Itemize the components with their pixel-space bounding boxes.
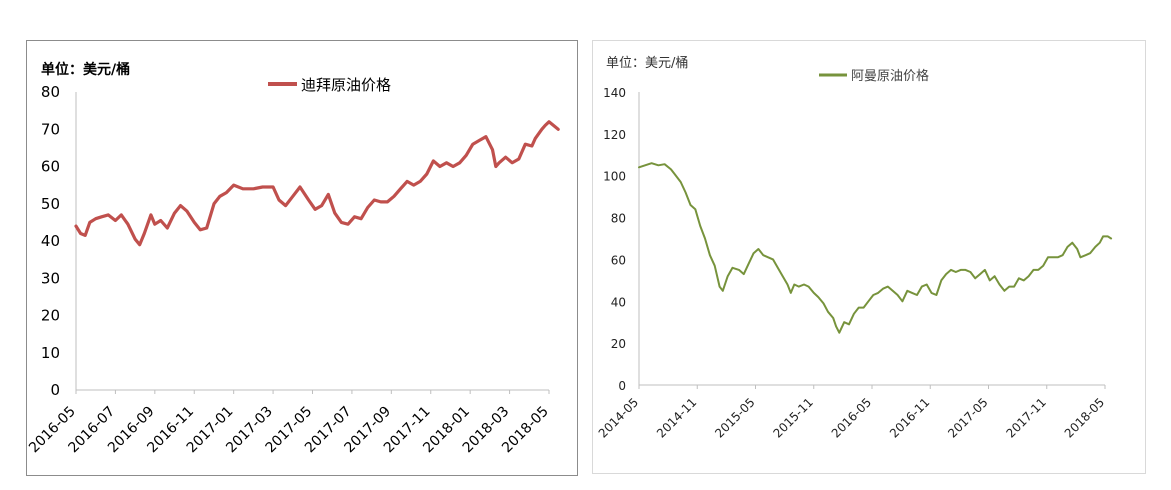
y-tick-label: 60 bbox=[611, 253, 626, 267]
series-line bbox=[638, 162, 1113, 334]
series-line bbox=[74, 120, 560, 247]
x-tick-label: 2015-05 bbox=[712, 395, 757, 440]
y-tick-label: 40 bbox=[611, 295, 626, 309]
y-tick-label: 30 bbox=[41, 269, 60, 287]
y-tick-label: 80 bbox=[611, 212, 626, 226]
chart-dubai-svg: 单位：美元/桶 迪拜原油价格 0 10 20 30 40 50 60 70 80 2016-05… bbox=[26, 61, 560, 456]
x-tick-label: 2015-11 bbox=[771, 395, 816, 440]
unit-label: 单位：美元/桶 bbox=[41, 61, 130, 78]
x-tick-label: 2016-11 bbox=[887, 395, 932, 440]
y-tick-label: 100 bbox=[603, 170, 626, 184]
unit-label: 单位：美元/桶 bbox=[606, 56, 688, 71]
y-tick-label: 60 bbox=[41, 158, 60, 176]
x-tick-label: 2014-05 bbox=[596, 395, 641, 440]
x-tick-label: 2017-11 bbox=[1004, 395, 1049, 440]
series bbox=[638, 162, 1113, 334]
legend: 迪拜原油价格 bbox=[268, 76, 391, 94]
y-tick-label: 10 bbox=[41, 344, 60, 362]
axes bbox=[75, 92, 549, 391]
legend-label: 阿曼原油价格 bbox=[851, 68, 929, 84]
x-axis-ticks: 2016-052016-072016-092016-112017-012017-… bbox=[26, 390, 552, 456]
y-tick-label: 40 bbox=[41, 232, 60, 250]
y-tick-label: 120 bbox=[603, 128, 626, 142]
series bbox=[74, 120, 560, 247]
chart-oman-svg: 单位：美元/桶 阿曼原油价格 0 20 40 60 80 100 120 140 2014-0… bbox=[596, 56, 1113, 441]
y-tick-label: 0 bbox=[618, 379, 626, 393]
chart-dubai-crude: 单位：美元/桶 迪拜原油价格 0 10 20 30 40 50 60 70 80 2016-05… bbox=[26, 40, 578, 476]
x-tick-label: 2016-05 bbox=[829, 395, 874, 440]
x-axis-ticks: 2014-05 2014-11 2015-05 2015-11 2016-05 2016-… bbox=[596, 385, 1107, 441]
axes bbox=[638, 92, 1105, 386]
x-tick-label: 2017-05 bbox=[945, 395, 990, 440]
y-tick-label: 20 bbox=[611, 337, 626, 351]
chart-oman-crude: 单位：美元/桶 阿曼原油价格 0 20 40 60 80 100 120 140 2014-0… bbox=[592, 40, 1146, 474]
y-tick-label: 20 bbox=[41, 307, 60, 325]
x-tick-label: 2018-05 bbox=[1062, 395, 1107, 440]
y-tick-label: 50 bbox=[41, 195, 60, 213]
y-axis-ticks: 0 20 40 60 80 100 120 140 bbox=[603, 86, 626, 393]
y-tick-label: 0 bbox=[50, 381, 60, 399]
y-tick-label: 80 bbox=[41, 83, 60, 101]
x-tick-label: 2014-11 bbox=[654, 395, 699, 440]
legend: 阿曼原油价格 bbox=[819, 68, 929, 84]
y-tick-label: 70 bbox=[41, 120, 60, 138]
y-axis-ticks: 0 10 20 30 40 50 60 70 80 bbox=[41, 83, 60, 399]
legend-label: 迪拜原油价格 bbox=[301, 76, 391, 94]
y-tick-label: 140 bbox=[603, 86, 626, 100]
